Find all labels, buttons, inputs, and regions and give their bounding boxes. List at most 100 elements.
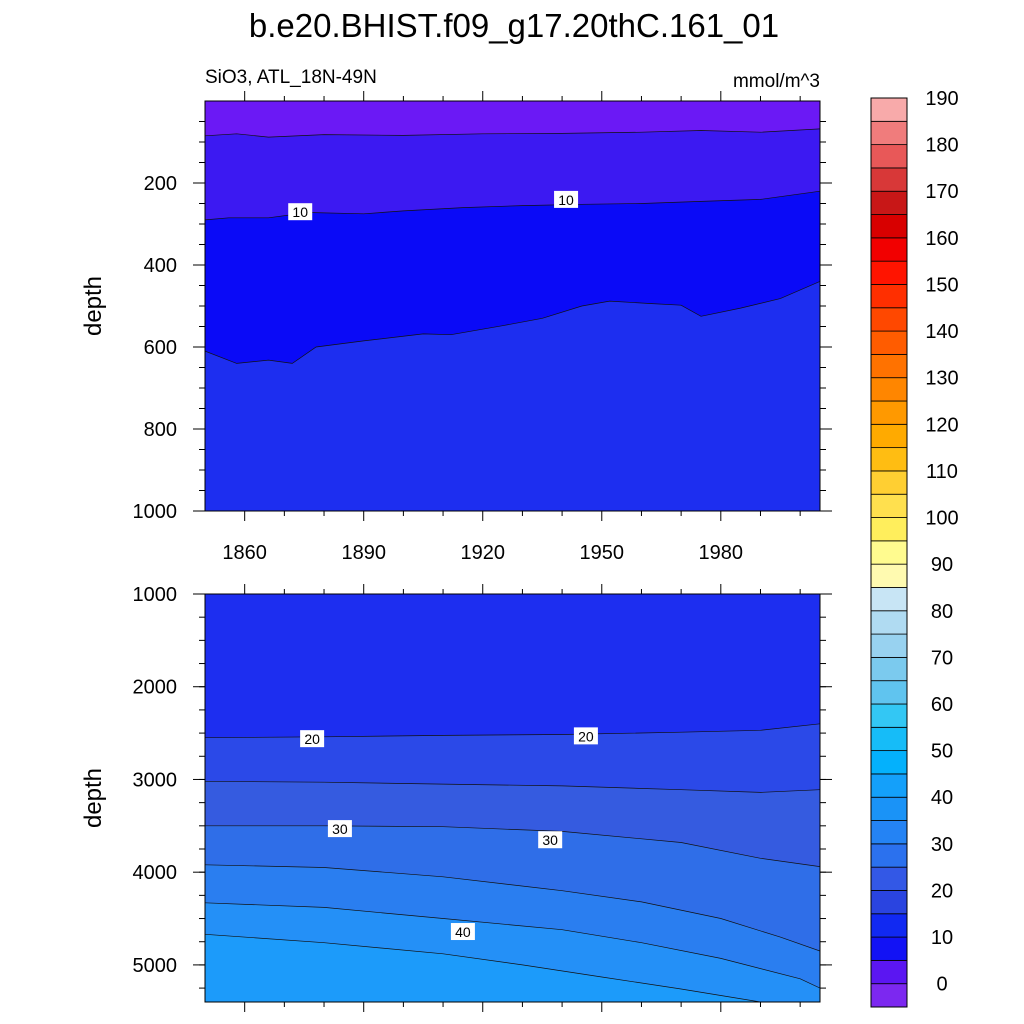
contour-line-5: [205, 128, 820, 138]
colorbar-swatch: [870, 913, 908, 938]
contour-label: 10: [288, 203, 313, 221]
colorbar-tick-label: 170: [925, 181, 958, 203]
colorbar-tick-label: 130: [925, 368, 958, 390]
colorbar-tick-label: 110: [926, 461, 958, 483]
colorbar-swatch: [870, 656, 908, 682]
x-tick-label: 1890: [341, 542, 386, 564]
svg-text:30: 30: [332, 821, 348, 837]
colorbar: 0 10 20 30 40 50 60 70 80 90 100 110 120 130 140 150 160…: [870, 88, 959, 1008]
y-axis-label: depth: [80, 276, 107, 336]
contour-line-45: [205, 933, 761, 1002]
subtitle-right: mmol/m^3: [733, 71, 820, 92]
colorbar-swatch: [870, 167, 908, 192]
colorbar-tick-label: 20: [931, 880, 953, 902]
colorbar-tick-label: 120: [925, 414, 958, 436]
colorbar-swatch: [870, 959, 908, 985]
colorbar-swatch: [870, 587, 908, 612]
colorbar-swatch: [870, 190, 908, 215]
x-tick-label: 1920: [460, 542, 505, 564]
svg-text:10: 10: [558, 192, 574, 208]
contour-label: 20: [573, 727, 598, 745]
colorbar-swatch: [870, 447, 908, 472]
contour-band-15-20: [205, 594, 820, 738]
colorbar-tick-label: 190: [925, 88, 958, 110]
colorbar-tick-label: 160: [925, 228, 958, 250]
colorbar-frame: [870, 97, 908, 1008]
y-tick-label: 1000: [133, 584, 178, 606]
contour-bands: [205, 594, 820, 1002]
colorbar-swatch: [870, 284, 908, 309]
plot-frame: [204, 593, 821, 1003]
colorbar-swatch: [870, 703, 908, 728]
svg-text:20: 20: [304, 731, 320, 747]
colorbar-tick-label: 60: [931, 694, 953, 716]
colorbar-tick-label: 30: [931, 834, 953, 856]
y-tick-label: 3000: [133, 769, 178, 791]
colorbar-swatch: [870, 400, 908, 425]
colorbar-tick-label: 150: [925, 274, 958, 296]
x-tick-label: 1980: [699, 542, 744, 564]
colorbar-swatch: [870, 97, 908, 122]
x-tick-label: 1860: [222, 542, 267, 564]
y-tick-label: 200: [144, 173, 177, 195]
colorbar-tick-label: 10: [931, 927, 953, 949]
contour-label: 40: [450, 923, 475, 941]
colorbar-swatch: [870, 563, 908, 588]
contour-label: 30: [538, 831, 563, 849]
colorbar-swatch: [870, 260, 908, 285]
y-tick-label: 600: [144, 337, 177, 359]
contour-line-40: [205, 902, 820, 989]
colorbar-swatch: [870, 470, 908, 495]
contour-label: 30: [327, 820, 352, 838]
subtitle-left: SiO3, ATL_18N-49N: [205, 67, 377, 88]
colorbar-tick-label: 40: [931, 787, 953, 809]
y-tick-label: 400: [144, 255, 177, 277]
y-tick-label: 1000: [133, 501, 178, 523]
contour-label: 20: [300, 730, 325, 748]
colorbar-tick-label: 90: [931, 554, 953, 576]
contour-line-25: [205, 780, 820, 793]
colorbar-swatch: [870, 936, 908, 961]
y-tick-label: 5000: [133, 955, 178, 977]
colorbar-swatch: [870, 377, 908, 402]
colorbar-swatch: [870, 726, 908, 752]
contour-line-35: [205, 864, 820, 952]
colorbar-swatch: [870, 750, 908, 775]
colorbar-swatch: [870, 633, 908, 658]
colorbar-tick-label: 180: [925, 135, 958, 157]
colorbar-swatch: [870, 330, 908, 355]
colorbar-swatch: [870, 890, 908, 915]
colorbar-swatch: [870, 820, 908, 845]
x-tick-label: 1950: [580, 542, 625, 564]
colorbar-swatch: [870, 983, 908, 1008]
colorbar-tick-label: 70: [931, 647, 953, 669]
colorbar-swatch: [870, 144, 908, 169]
colorbar-swatch: [870, 214, 908, 239]
lower-depth-time-panel: 1000 2000 3000 4000 5000 depth 20 20 30 30 40: [80, 584, 832, 1012]
colorbar-tick-label: 100: [925, 508, 958, 530]
contour-band-0-5: [205, 101, 820, 138]
svg-text:30: 30: [542, 832, 558, 848]
colorbar-tick-label: 0: [936, 974, 947, 996]
y-tick-label: 2000: [133, 677, 178, 699]
colorbar-swatch: [870, 353, 908, 379]
upper-depth-time-panel: 1860 1890 1920 1950 1980 200 400 600 800 1000 dept…: [80, 91, 832, 564]
colorbar-tick-label: 140: [925, 321, 958, 343]
colorbar-swatch: [870, 423, 908, 449]
colorbar-swatch: [870, 843, 908, 868]
colorbar-swatch: [870, 866, 908, 891]
colorbar-swatch: [870, 796, 908, 821]
svg-text:40: 40: [455, 924, 471, 940]
svg-text:10: 10: [292, 204, 308, 220]
colorbar-swatch: [870, 517, 908, 542]
colorbar-swatch: [870, 540, 908, 565]
colorbar-tick-label: 50: [931, 741, 953, 763]
colorbar-swatch: [870, 120, 908, 146]
contour-label: 10: [554, 190, 579, 208]
y-tick-label: 800: [144, 419, 177, 441]
colorbar-swatch: [870, 307, 908, 332]
contour-bands: [205, 101, 820, 511]
colorbar-swatch: [870, 493, 908, 518]
colorbar-swatch: [870, 773, 908, 798]
